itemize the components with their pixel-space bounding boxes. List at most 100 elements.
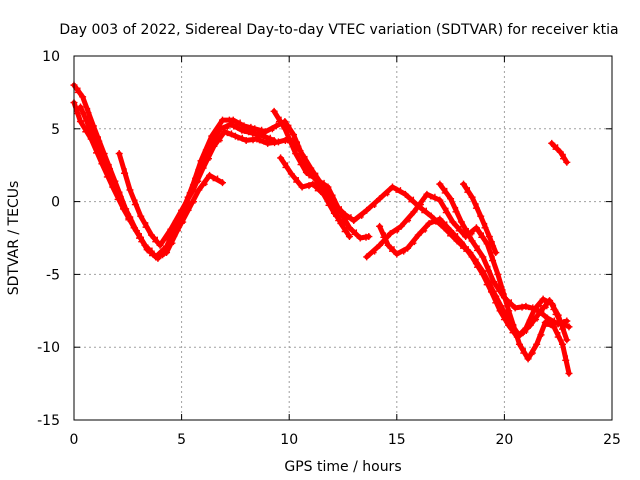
- data-point-marker: [121, 168, 129, 176]
- data-point-marker: [235, 119, 243, 127]
- data-point-marker: [518, 329, 526, 337]
- data-point-marker: [463, 246, 471, 254]
- data-point-marker: [543, 314, 551, 322]
- data-point-marker: [136, 233, 144, 241]
- x-axis-label: GPS time / hours: [284, 459, 401, 475]
- data-point-marker: [506, 299, 514, 307]
- data-point-marker: [351, 229, 359, 237]
- data-point-marker: [483, 279, 491, 287]
- data-point-marker: [183, 197, 191, 205]
- data-point-marker: [335, 205, 343, 213]
- data-point-marker: [376, 222, 384, 230]
- data-point-marker: [147, 231, 155, 239]
- data-point-marker: [436, 196, 444, 204]
- data-point-marker: [253, 135, 261, 143]
- data-point-marker: [350, 217, 358, 225]
- data-point-marker: [163, 249, 171, 257]
- data-point-marker: [356, 211, 364, 219]
- data-point-marker: [270, 107, 278, 115]
- data-point-marker: [208, 132, 216, 140]
- data-point-marker: [487, 288, 495, 296]
- data-point-marker: [240, 122, 248, 130]
- data-point-marker: [479, 270, 487, 278]
- data-point-marker: [386, 230, 394, 238]
- data-point-marker: [157, 251, 165, 259]
- data-point-marker: [125, 213, 133, 221]
- data-point-marker: [524, 355, 532, 363]
- data-point-marker: [314, 185, 322, 193]
- x-tick-label: 25: [603, 432, 621, 448]
- series-trace-7: [363, 190, 573, 377]
- series-trace: [71, 82, 570, 343]
- data-point-marker: [463, 227, 471, 235]
- data-point-marker: [137, 212, 145, 220]
- data-point-marker: [308, 172, 316, 180]
- data-point-marker: [559, 318, 567, 326]
- data-point-marker: [313, 176, 321, 184]
- data-point-marker: [93, 139, 101, 147]
- data-point-marker: [457, 218, 465, 226]
- data-point-marker: [103, 164, 111, 172]
- data-point-marker: [287, 170, 295, 178]
- data-point-marker: [307, 164, 315, 172]
- data-point-marker: [130, 224, 138, 232]
- data-point-marker: [460, 180, 468, 188]
- data-point-marker: [528, 348, 536, 356]
- data-point-marker: [382, 189, 390, 197]
- data-point-marker: [500, 314, 508, 322]
- data-point-marker: [114, 190, 122, 198]
- data-point-marker: [442, 207, 450, 215]
- data-point-marker: [563, 317, 571, 325]
- data-point-marker: [562, 355, 570, 363]
- data-point-marker: [404, 244, 412, 252]
- data-point-marker: [549, 317, 557, 325]
- data-point-marker: [325, 200, 333, 208]
- series-trace-10: [460, 180, 500, 257]
- data-point-marker: [548, 300, 556, 308]
- data-point-marker: [489, 241, 497, 249]
- data-point-marker: [188, 187, 196, 195]
- data-point-marker: [238, 126, 246, 134]
- series-trace-3: [76, 103, 226, 261]
- data-point-marker: [76, 103, 84, 111]
- data-point-marker: [221, 128, 229, 136]
- data-point-marker: [330, 209, 338, 217]
- data-point-marker: [468, 253, 476, 261]
- data-point-marker: [168, 238, 176, 246]
- data-point-marker: [474, 262, 481, 270]
- data-point-marker: [447, 227, 455, 235]
- data-point-marker: [556, 148, 564, 156]
- data-point-marker: [563, 336, 571, 344]
- data-point-marker: [309, 180, 317, 188]
- series-trace: [377, 216, 572, 340]
- y-tick-label: -15: [37, 413, 60, 429]
- data-point-marker: [509, 327, 517, 335]
- data-point-marker: [429, 193, 437, 201]
- series-trace-5: [270, 107, 373, 242]
- y-tick-label: 10: [42, 49, 60, 65]
- series-trace: [271, 108, 372, 241]
- chart-title: Day 003 of 2022, Sidereal Day-to-day VTE…: [59, 22, 618, 38]
- data-point-marker: [511, 304, 519, 312]
- data-point-marker: [455, 225, 463, 233]
- data-point-marker: [517, 303, 525, 311]
- x-tick-label: 0: [70, 432, 79, 448]
- data-point-marker: [376, 195, 384, 203]
- data-point-marker: [477, 212, 485, 220]
- data-point-marker: [179, 217, 187, 225]
- data-point-marker: [356, 234, 364, 242]
- data-series-group: [70, 81, 573, 377]
- data-point-marker: [303, 182, 311, 190]
- plot-frame: [73, 55, 613, 421]
- data-point-marker: [474, 245, 481, 253]
- data-point-marker: [520, 348, 528, 356]
- data-point-marker: [522, 302, 530, 310]
- data-point-marker: [452, 233, 460, 241]
- series-trace: [364, 191, 572, 376]
- data-point-marker: [215, 135, 223, 143]
- data-point-marker: [194, 176, 202, 184]
- data-point-marker: [210, 142, 218, 150]
- data-point-marker: [489, 255, 497, 263]
- data-point-marker: [533, 340, 541, 348]
- data-point-marker: [537, 329, 545, 337]
